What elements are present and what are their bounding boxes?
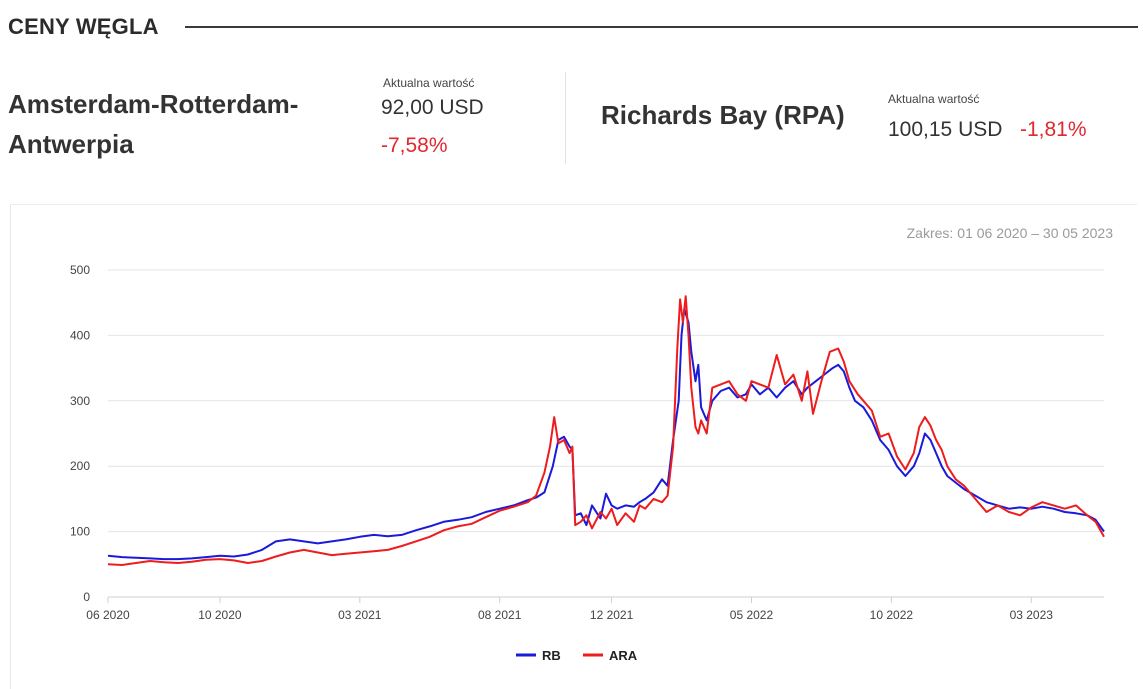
y-tick-label: 400 <box>70 328 90 342</box>
y-tick-label: 500 <box>70 263 90 277</box>
ara-name-line2: Antwerpia <box>8 129 134 159</box>
rb-current-value: 100,15 USD <box>888 118 1003 141</box>
range-label: Zakres: <box>906 225 954 241</box>
chart-card <box>10 204 1137 689</box>
series-line-ara <box>107 295 1105 566</box>
ara-market-name: Amsterdam-Rotterdam- Antwerpia <box>8 84 348 164</box>
x-tick-label: 12 2021 <box>590 608 634 622</box>
x-tick-label: 03 2023 <box>1010 608 1054 622</box>
section-title: CENY WĘGLA <box>8 14 159 39</box>
y-tick-label: 200 <box>70 459 90 473</box>
series-lines <box>107 295 1105 566</box>
y-tick-label: 300 <box>70 394 90 408</box>
rb-current-caption: Aktualna wartość <box>888 92 980 106</box>
ara-current-caption: Aktualna wartość <box>383 76 475 90</box>
x-tick-label: 05 2022 <box>730 608 774 622</box>
x-tick-label: 10 2020 <box>198 608 242 622</box>
header-divider <box>184 26 1138 28</box>
series-line-rb <box>107 308 1105 561</box>
gridlines <box>108 269 1104 533</box>
ara-current-value: 92,00 USD <box>381 96 484 119</box>
x-tick-label: 08 2021 <box>478 608 522 622</box>
x-axis: 06 2020 10 2020 03 2021 08 2021 12 2021 05 20… <box>86 596 1104 622</box>
legend-item-ara[interactable]: ARA <box>583 648 638 663</box>
x-tick-label: 03 2021 <box>338 608 382 622</box>
legend-label: RB <box>542 648 561 663</box>
date-range: Zakres: 01 06 2020 – 30 05 2023 <box>907 225 1113 241</box>
summary-divider <box>565 72 566 164</box>
ara-name-line1: Amsterdam-Rotterdam- <box>8 89 299 119</box>
section-header: CENY WĘGLA <box>8 10 1138 44</box>
y-tick-label: 0 <box>83 590 90 604</box>
legend[interactable]: RB ARA <box>516 648 638 663</box>
legend-label: ARA <box>609 648 638 663</box>
rb-change-percent: -1,81% <box>1020 118 1087 141</box>
x-tick-label: 10 2022 <box>870 608 914 622</box>
price-summary: Amsterdam-Rotterdam- Antwerpia Aktualna … <box>0 70 1143 170</box>
legend-item-rb[interactable]: RB <box>516 648 561 663</box>
y-axis: 0 100 200 300 400 500 <box>70 263 90 604</box>
rb-market-name: Richards Bay (RPA) <box>601 100 845 130</box>
range-value: 01 06 2020 – 30 05 2023 <box>957 225 1113 241</box>
x-tick-label: 06 2020 <box>86 608 130 622</box>
ara-change-percent: -7,58% <box>381 134 448 157</box>
y-tick-label: 100 <box>70 525 90 539</box>
